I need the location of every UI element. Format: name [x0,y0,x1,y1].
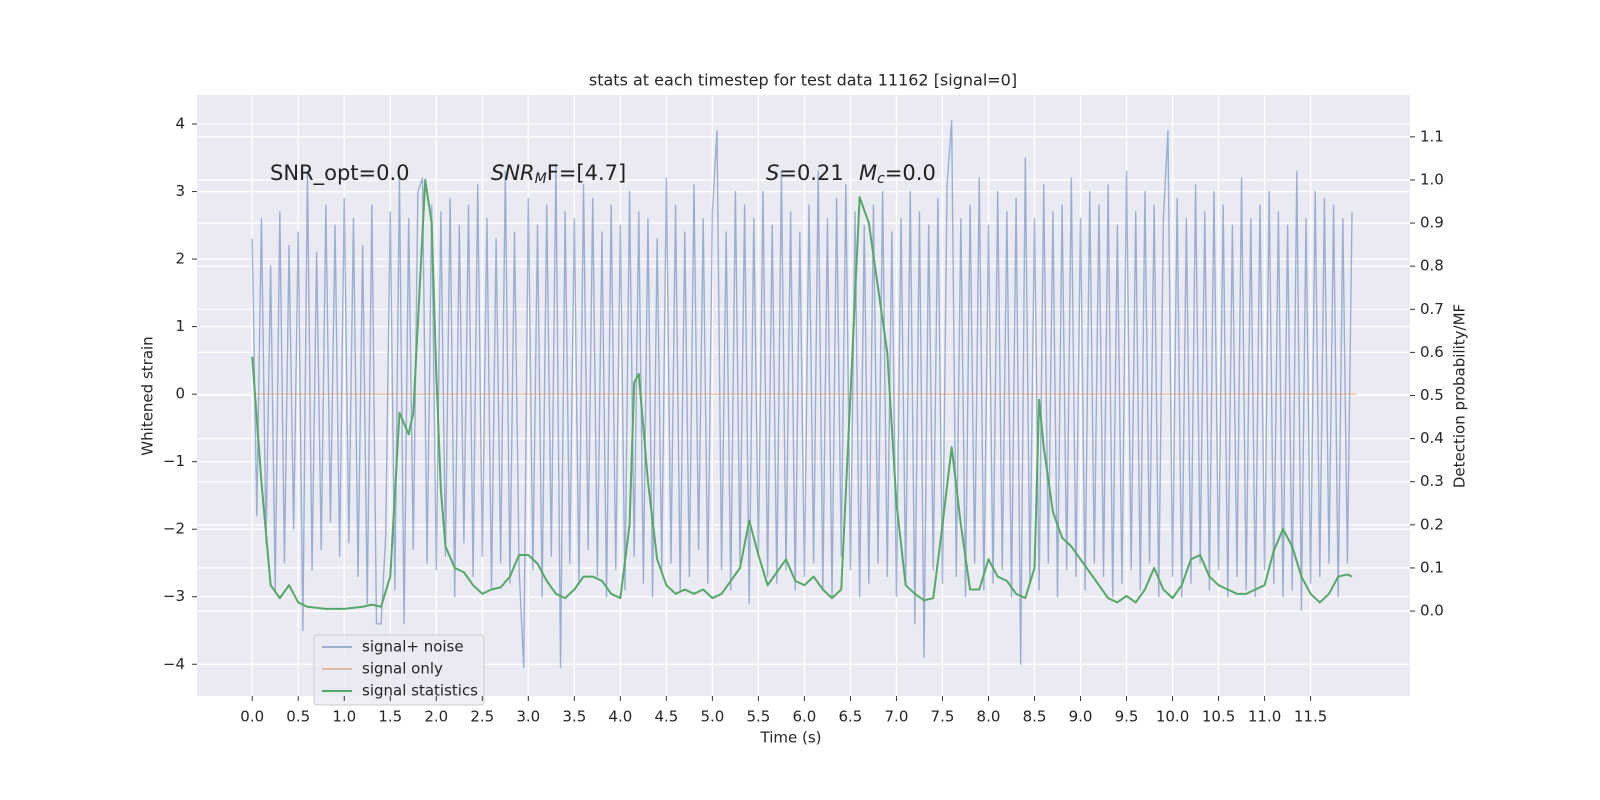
annotation: SNR_opt=0.0 [270,161,410,186]
y2-axis-label: Detection probability/MF [1451,304,1469,488]
y-tick-label: 0 [175,385,185,403]
y-tick-label: 2 [175,250,185,268]
x-tick-label: 7.5 [931,708,955,726]
x-tick-label: 5.0 [700,708,724,726]
y-tick-label: 4 [175,115,185,133]
legend: signal+ noise signal only signal statistic… [313,634,485,706]
y2-tick-label: 0.1 [1420,558,1444,576]
y2-tick-label: 0.9 [1420,214,1444,232]
y2-tick-label: 0.7 [1420,300,1444,318]
x-tick-label: 9.0 [1069,708,1093,726]
legend-box [313,634,485,706]
annotation-part: =0.21 [779,161,843,185]
annotation-part: =0.0 [885,161,936,185]
legend-label: signal+ noise [362,638,464,656]
x-tick-label: 4.0 [608,708,632,726]
y2-tick-label: 0.8 [1420,257,1444,275]
series [251,119,1357,669]
y-tick-label: 3 [175,182,185,200]
x-tick-label: 5.5 [746,708,770,726]
annotation-part: c [877,171,885,187]
chart-title: stats at each timestep for test data 111… [589,71,1017,90]
x-tick-label: 6.5 [839,708,863,726]
x-tick-label: 8.5 [1023,708,1047,726]
series-line [251,178,1353,610]
y-tick-label: −2 [163,520,185,538]
annotation-part: SNR [491,161,535,185]
x-tick-label: 2.0 [424,708,448,726]
x-tick-label: 1.0 [332,708,356,726]
annotation-part: M [859,161,877,185]
y2-tick-label: 0.2 [1420,515,1444,533]
x-tick-label: 7.0 [885,708,909,726]
y-tick-label: −1 [163,452,185,470]
x-tick-label: 10.0 [1156,708,1189,726]
x-tick-label: 0.0 [240,708,264,726]
x-tick-label: 1.5 [378,708,402,726]
y-tick-label: 1 [175,317,185,335]
x-tick-label: 2.5 [470,708,494,726]
y-axis-label: Whitened strain [139,336,157,455]
series-line [251,119,1353,669]
y2-tick-label: 0.3 [1420,472,1444,490]
x-tick-label: 0.5 [286,708,310,726]
annotation-part: F=[4.7] [547,161,626,185]
x-tick-label: 11.5 [1294,708,1327,726]
x-tick-label: 11.0 [1248,708,1281,726]
x-tick-label: 4.5 [654,708,678,726]
y-tick-label: −3 [163,587,185,605]
annotation-part: S [766,161,779,185]
x-tick-label: 3.0 [516,708,540,726]
y2-tick-label: 0.0 [1420,602,1444,620]
x-tick-label: 9.5 [1115,708,1139,726]
y2-tick-label: 0.5 [1420,386,1444,404]
legend-label: signal statistics [362,682,478,700]
y-tick-label: −4 [163,655,185,673]
legend-label: signal only [362,660,443,678]
y2-tick-label: 0.4 [1420,429,1444,447]
annotation: S=0.21 [766,161,844,185]
annotation: Mc=0.0 [859,161,936,187]
x-tick-label: 8.0 [977,708,1001,726]
y2-tick-label: 0.6 [1420,343,1444,361]
y2-tick-label: 1.0 [1420,170,1444,188]
x-tick-label: 3.5 [562,708,586,726]
annotation: SNRMF=[4.7] [491,161,626,187]
x-tick-label: 6.0 [792,708,816,726]
x-axis-label: Time (s) [760,729,822,747]
y2-tick-label: 1.1 [1420,127,1444,145]
x-tick-label: 10.5 [1202,708,1235,726]
annotation-part: M [535,171,547,187]
